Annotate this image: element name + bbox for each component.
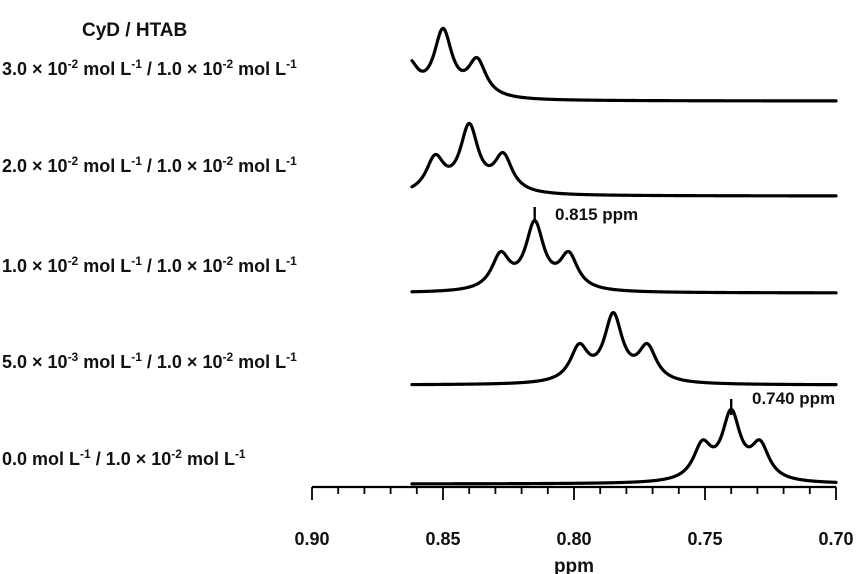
- spectrum-trace: [410, 26, 838, 103]
- concentration-label: 1.0 × 10-2 mol L-1 / 1.0 × 10-2 mol L-1: [2, 254, 297, 276]
- spectrum-trace: [410, 121, 838, 198]
- x-tick-label: 0.90: [294, 529, 329, 549]
- concentration-label: 5.0 × 10-3 mol L-1 / 1.0 × 10-2 mol L-1: [2, 350, 297, 372]
- spectrum-trace: [410, 310, 838, 387]
- concentration-label: 0.0 mol L-1 / 1.0 × 10-2 mol L-1: [2, 447, 246, 469]
- peak-annotation: 0.740 ppm: [752, 389, 835, 408]
- x-tick-label: 0.85: [425, 529, 460, 549]
- peak-annotation: 0.815 ppm: [555, 205, 638, 224]
- concentration-label: 2.0 × 10-2 mol L-1 / 1.0 × 10-2 mol L-1: [2, 154, 297, 176]
- spectrum-trace: [410, 218, 838, 295]
- spectra-traces: [410, 26, 838, 486]
- x-tick-label: 0.75: [687, 529, 722, 549]
- x-axis-label: ppm: [554, 556, 594, 574]
- peak-annotations: 0.815 ppm 0.740 ppm: [533, 205, 835, 415]
- chart-title: CyD / HTAB: [82, 20, 187, 41]
- x-tick-label: 0.70: [818, 529, 853, 549]
- x-axis: 0.90 0.85 0.80 0.75 0.70: [294, 485, 854, 549]
- concentration-label: 3.0 × 10-2 mol L-1 / 1.0 × 10-2 mol L-1: [2, 57, 297, 79]
- spectrum-trace: [410, 407, 838, 486]
- concentration-labels: 3.0 × 10-2 mol L-1 / 1.0 × 10-2 mol L-1 2…: [2, 57, 297, 469]
- x-tick-label: 0.80: [556, 529, 591, 549]
